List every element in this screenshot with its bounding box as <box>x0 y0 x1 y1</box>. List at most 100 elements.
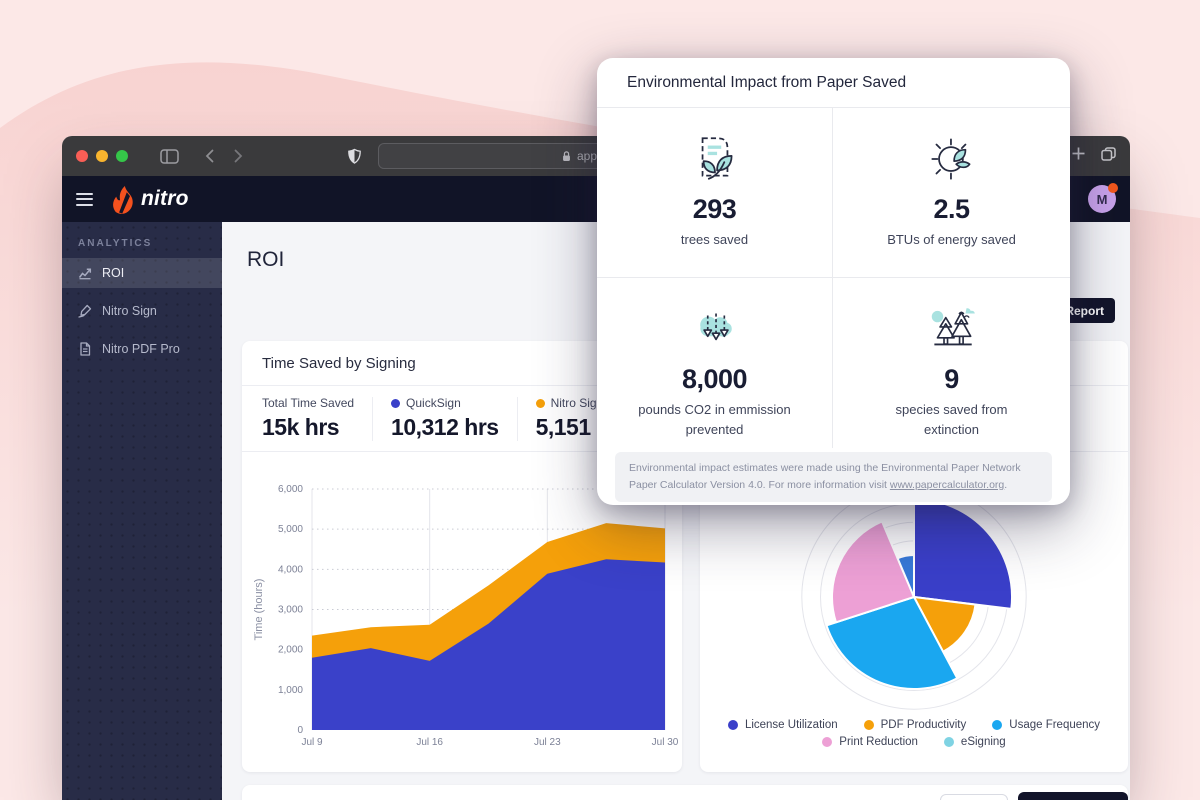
stat-value: 15k hrs <box>262 414 340 440</box>
legend-dot <box>943 737 954 747</box>
trees-saved-label: trees saved <box>680 232 749 247</box>
polar-chart-legend: License Utilization PDF Productivity Usage… <box>700 719 1128 748</box>
polar-chart-wrap <box>784 467 1044 727</box>
document-icon <box>80 342 91 356</box>
time-saved-chart-wrap: 0 1,000 2,000 3,000 4,000 5,000 6,000 Jul 9 Jul … <box>242 453 682 765</box>
species-saved-value: 9 <box>944 364 959 394</box>
time-saved-area-chart: 0 1,000 2,000 3,000 4,000 5,000 6,000 Jul 9 Jul … <box>253 484 679 748</box>
legend-label: Usage Frequency <box>1009 719 1101 731</box>
svg-text:6,000: 6,000 <box>278 484 303 495</box>
legend-dot <box>863 720 874 730</box>
user-avatar[interactable]: M <box>1088 183 1118 213</box>
co2-prevented-value: 8,000 <box>681 364 748 394</box>
url-text: app <box>577 149 598 163</box>
legend-item: Usage Frequency <box>992 719 1100 731</box>
svg-text:Jul 9: Jul 9 <box>301 737 323 748</box>
sidebar-item-roi[interactable]: ROI <box>62 258 222 288</box>
shield-icon[interactable] <box>347 148 362 165</box>
stat-total-time-saved: Total Time Saved 15k hrs <box>262 396 372 441</box>
sidebar-item-nitro-sign[interactable]: Nitro Sign <box>62 296 222 326</box>
forward-icon[interactable] <box>234 149 243 163</box>
legend-label: PDF Productivity <box>880 719 967 731</box>
stat-value: 10,312 hrs <box>391 414 499 440</box>
svg-text:Time (hours): Time (hours) <box>253 579 265 641</box>
browser-window: app nitro M <box>62 136 1130 800</box>
co2-prevented-icon <box>699 313 732 341</box>
back-icon[interactable] <box>205 149 214 163</box>
main-content: ROI Report Time Saved by Signing Total T… <box>222 222 1130 800</box>
notification-dot <box>1108 183 1118 193</box>
env-cell-trees: 293 trees saved <box>597 108 833 278</box>
svg-text:4,000: 4,000 <box>278 564 303 575</box>
svg-text:Jul 30: Jul 30 <box>652 737 679 748</box>
nitro-flame-icon <box>113 185 133 214</box>
brand-name: nitro <box>141 187 189 210</box>
legend-row: License Utilization PDF Productivity Usage… <box>700 719 1128 731</box>
environmental-impact-card: Environmental Impact from Paper Saved 29… <box>597 58 1070 505</box>
environmental-disclaimer: Environmental impact estimates were made… <box>615 452 1052 502</box>
sidebar-toggle-icon[interactable] <box>160 148 179 164</box>
species-saved-label: species saved from extinction <box>895 402 1008 437</box>
legend-item: Print Reduction <box>822 736 918 748</box>
zoom-window-button[interactable] <box>116 150 128 162</box>
sidebar-item-label: Nitro Sign <box>102 304 157 318</box>
sidebar-item-label: ROI <box>102 266 125 280</box>
legend-item: eSigning <box>943 736 1006 748</box>
roi-chart-icon <box>78 268 92 280</box>
energy-saved-icon <box>930 138 970 180</box>
svg-text:5,000: 5,000 <box>278 524 303 535</box>
legend-dot <box>822 737 833 747</box>
stat-label: Total Time Saved <box>262 396 355 410</box>
stat-quicksign: QuickSign 10,312 hrs <box>372 396 517 441</box>
bottom-secondary-button[interactable] <box>940 794 1008 800</box>
window-controls <box>76 150 128 162</box>
nitro-logo[interactable]: nitro <box>109 185 189 214</box>
legend-dot <box>727 720 738 730</box>
trees-saved-value: 293 <box>692 194 737 224</box>
environmental-impact-title: Environmental Impact from Paper Saved <box>597 58 1070 108</box>
env-cell-species: 9 species saved from extinction <box>833 278 1070 448</box>
energy-saved-value: 2.5 <box>933 194 970 224</box>
legend-item: License Utilization <box>727 719 838 731</box>
trees-saved-icon <box>701 137 732 180</box>
legend-label: eSigning <box>960 736 1006 748</box>
env-cell-energy: 2.5 BTUs of energy saved <box>833 108 1070 278</box>
sidebar: ANALYTICS ROI Nitro Sign Nitro PDF Pro <box>62 222 222 800</box>
svg-text:Jul 16: Jul 16 <box>416 737 443 748</box>
lock-icon <box>563 150 570 161</box>
svg-text:0: 0 <box>297 725 303 736</box>
signature-pen-icon <box>78 304 92 318</box>
polar-area-chart <box>801 484 1027 710</box>
time-saved-stats: Total Time Saved 15k hrs QuickSign 10,31… <box>242 386 682 452</box>
species-saved-icon <box>931 308 975 346</box>
sidebar-item-nitro-pdf-pro[interactable]: Nitro PDF Pro <box>62 334 222 364</box>
sidebar-section-label: ANALYTICS <box>78 238 153 249</box>
page-title: ROI <box>247 248 285 271</box>
svg-text:3,000: 3,000 <box>278 605 303 616</box>
tab-overview-icon[interactable] <box>1101 146 1116 166</box>
co2-prevented-label: pounds CO2 in emmission prevented <box>638 402 791 437</box>
stat-label: QuickSign <box>391 396 499 410</box>
quicksign-series-dot <box>391 398 401 408</box>
environmental-impact-grid: 293 trees saved 2. <box>597 108 1070 448</box>
minimize-window-button[interactable] <box>96 150 108 162</box>
svg-text:2,000: 2,000 <box>278 645 303 656</box>
legend-row: Print Reduction eSigning <box>700 736 1128 748</box>
legend-item: PDF Productivity <box>863 719 967 731</box>
env-cell-co2: 8,000 pounds CO2 in emmission prevented <box>597 278 833 448</box>
papercalculator-link[interactable]: www.papercalculator.org <box>889 478 1005 491</box>
nitro-sign-series-dot <box>535 398 545 408</box>
sidebar-item-label: Nitro PDF Pro <box>102 342 180 356</box>
new-tab-icon[interactable] <box>1072 147 1085 165</box>
stat-label: Nitro Sign <box>535 396 631 410</box>
close-window-button[interactable] <box>76 150 88 162</box>
menu-icon[interactable] <box>76 192 93 206</box>
svg-text:1,000: 1,000 <box>278 685 303 696</box>
bottom-card <box>242 785 1128 800</box>
legend-label: Print Reduction <box>839 736 918 748</box>
energy-saved-label: BTUs of energy saved <box>887 232 1016 247</box>
time-saved-card-title: Time Saved by Signing <box>242 341 682 386</box>
legend-label: License Utilization <box>744 719 838 731</box>
bottom-primary-button[interactable] <box>1018 792 1128 800</box>
